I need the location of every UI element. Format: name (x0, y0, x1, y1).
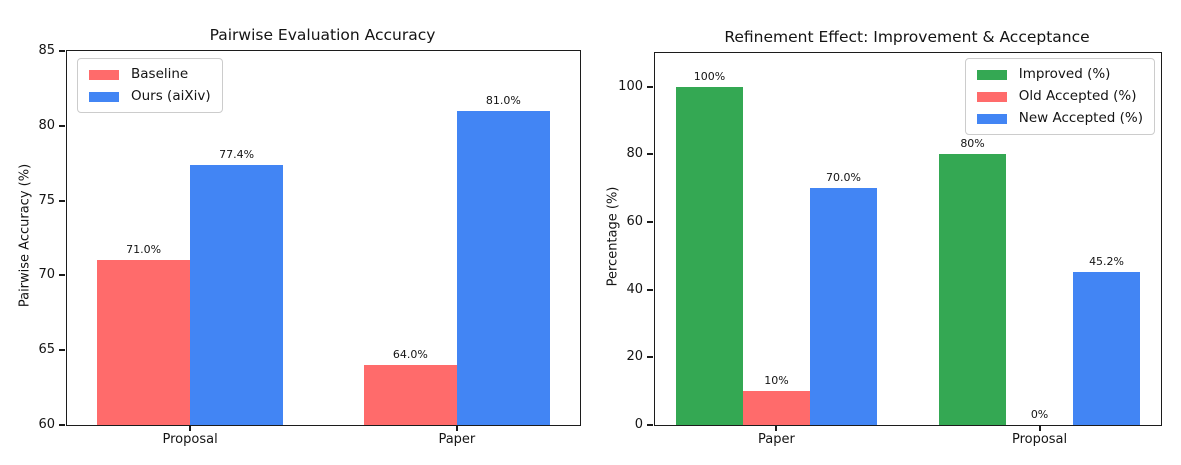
chart-title: Pairwise Evaluation Accuracy (209, 26, 436, 44)
bar-value-label: 77.4% (219, 147, 255, 161)
bar-value-label: 70.0% (825, 171, 861, 185)
legend-label: New Accepted (%) (1018, 110, 1143, 126)
bar-value-label: 81.0% (485, 93, 521, 107)
legend-swatch-baseline (89, 69, 119, 80)
y-tick-mark (59, 124, 65, 127)
x-tick-mark (189, 425, 192, 431)
y-tick-label: 85 (38, 43, 55, 58)
legend-item: Improved (%) (976, 66, 1143, 82)
legend-label: Baseline (131, 66, 189, 82)
x-tick-label: Paper (758, 432, 795, 447)
y-tick-label: 60 (38, 417, 55, 432)
legend-item: Old Accepted (%) (976, 88, 1143, 104)
bar-value-label: 100% (693, 69, 726, 83)
y-tick-label: 40 (626, 281, 643, 297)
legend-item: Ours (aiXiv) (89, 89, 211, 104)
legend-label: Improved (%) (1018, 66, 1111, 82)
y-tick-label: 70 (38, 267, 55, 283)
plot-area: 60 65 70 75 80 85 Proposal 71.0% 77.4% Paper 64.0%… (38, 43, 581, 447)
y-tick-mark (647, 85, 653, 88)
bar-new-accepted-paper (809, 188, 877, 425)
y-tick-mark (59, 349, 65, 352)
y-tick-mark (647, 221, 653, 224)
legend-label: Ours (aiXiv) (131, 88, 211, 104)
legend-item: New Accepted (%) (976, 110, 1143, 126)
y-tick-mark (59, 50, 65, 52)
plot-area: 0 20 40 60 80 100 Paper 100% 10% 70.0% Proposal 80%… (618, 52, 1162, 447)
y-axis-label: Pairwise Accuracy (%) (17, 163, 33, 308)
legend-swatch-improved (976, 69, 1007, 80)
x-tick-mark (455, 425, 458, 431)
x-tick-label: Paper (438, 432, 476, 447)
y-tick-mark (59, 424, 65, 426)
y-tick-mark (59, 199, 65, 202)
legend-swatch-old-accepted (976, 91, 1007, 102)
x-tick-label: Proposal (1011, 432, 1068, 447)
bar-old-accepted-paper (742, 391, 810, 425)
x-tick-mark (775, 425, 778, 431)
y-tick-mark (647, 356, 653, 359)
legend: Improved (%) Old Accepted (%) New Accepted… (964, 58, 1155, 135)
y-tick-label: 60 (626, 214, 643, 230)
y-tick-mark (647, 288, 653, 291)
bar-value-label: 45.2% (1089, 255, 1125, 269)
y-tick-mark (59, 274, 65, 277)
bar-ours-aixiv-paper (456, 110, 550, 425)
bar-value-label: 71.0% (126, 243, 162, 257)
y-tick-mark (647, 424, 653, 426)
y-tick-label: 80 (38, 117, 55, 133)
bar-baseline-proposal (97, 260, 191, 425)
legend-swatch-new-accepted (976, 113, 1007, 124)
bar-improved-paper (675, 86, 743, 425)
y-tick-label: 20 (626, 349, 643, 365)
legend-label: Old Accepted (%) (1018, 88, 1137, 104)
bar-value-label: 64.0% (392, 348, 428, 362)
legend: Baseline Ours (aiXiv) (77, 58, 223, 113)
y-tick-label: 0 (634, 417, 643, 432)
y-tick-label: 75 (38, 192, 55, 208)
bar-baseline-paper (363, 365, 457, 425)
legend-item: Baseline (89, 67, 211, 82)
x-tick-mark (1038, 425, 1041, 431)
y-axis-label: Percentage (%) (605, 186, 621, 287)
y-tick-label: 65 (38, 342, 55, 358)
bar-value-label: 80% (960, 137, 985, 151)
x-tick-label: Proposal (162, 432, 218, 447)
bar-value-label: 0% (1030, 408, 1049, 421)
y-tick-label: 100 (618, 78, 643, 94)
bar-new-accepted-proposal (1073, 272, 1141, 425)
chart-title: Refinement Effect: Improvement & Accepta… (724, 28, 1090, 46)
bar-value-label: 10% (764, 374, 789, 388)
bar-ours-aixiv-proposal (190, 164, 284, 425)
legend-swatch-ours-aixiv (89, 91, 119, 102)
y-tick-mark (647, 153, 653, 156)
y-tick-label: 80 (626, 146, 643, 162)
bar-improved-proposal (939, 154, 1007, 425)
